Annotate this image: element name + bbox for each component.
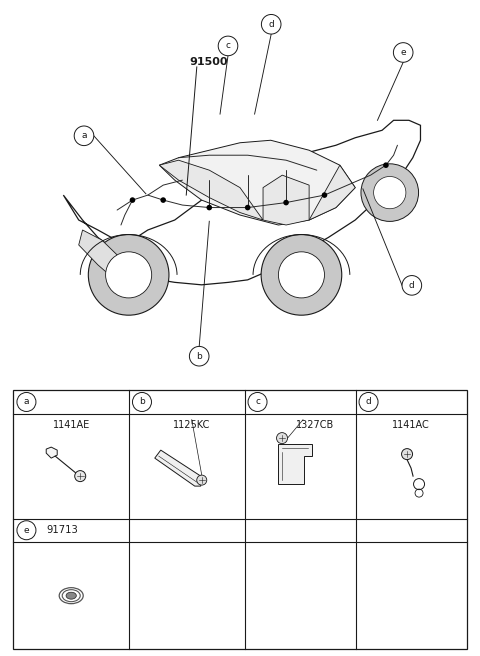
Circle shape bbox=[402, 276, 421, 295]
Polygon shape bbox=[46, 447, 57, 458]
Text: c: c bbox=[226, 41, 230, 51]
Text: d: d bbox=[366, 398, 372, 407]
Text: a: a bbox=[81, 131, 87, 140]
Ellipse shape bbox=[66, 592, 76, 599]
Ellipse shape bbox=[109, 256, 132, 274]
Polygon shape bbox=[278, 444, 312, 484]
Text: e: e bbox=[400, 48, 406, 57]
Circle shape bbox=[106, 252, 152, 298]
Circle shape bbox=[75, 470, 86, 482]
Text: a: a bbox=[24, 398, 29, 407]
Circle shape bbox=[394, 43, 413, 62]
Circle shape bbox=[283, 200, 289, 205]
Circle shape bbox=[262, 14, 281, 34]
Circle shape bbox=[359, 392, 378, 411]
Circle shape bbox=[17, 521, 36, 540]
Circle shape bbox=[322, 192, 327, 198]
Text: 91713: 91713 bbox=[47, 525, 78, 535]
Circle shape bbox=[402, 449, 412, 460]
Polygon shape bbox=[263, 175, 309, 225]
Circle shape bbox=[261, 235, 342, 315]
Polygon shape bbox=[79, 230, 125, 275]
Circle shape bbox=[383, 163, 389, 168]
Circle shape bbox=[132, 392, 152, 411]
Text: 1141AE: 1141AE bbox=[53, 420, 90, 430]
Circle shape bbox=[206, 205, 212, 211]
Text: d: d bbox=[409, 281, 415, 290]
Circle shape bbox=[218, 36, 238, 56]
Bar bbox=[13, 390, 467, 649]
Circle shape bbox=[278, 252, 324, 298]
Circle shape bbox=[88, 235, 169, 315]
Text: b: b bbox=[139, 398, 145, 407]
Circle shape bbox=[17, 392, 36, 411]
Text: 1327CB: 1327CB bbox=[296, 420, 334, 430]
Circle shape bbox=[276, 432, 288, 443]
Circle shape bbox=[160, 197, 166, 203]
Circle shape bbox=[361, 164, 419, 222]
Text: d: d bbox=[268, 20, 274, 29]
Text: b: b bbox=[196, 352, 202, 361]
Polygon shape bbox=[159, 140, 355, 225]
Polygon shape bbox=[309, 165, 355, 220]
Circle shape bbox=[130, 197, 135, 203]
Circle shape bbox=[248, 392, 267, 411]
Polygon shape bbox=[155, 450, 201, 486]
Text: e: e bbox=[24, 525, 29, 535]
Polygon shape bbox=[159, 160, 263, 220]
Circle shape bbox=[74, 126, 94, 146]
Circle shape bbox=[197, 475, 207, 485]
Circle shape bbox=[373, 176, 406, 209]
Text: 1141AC: 1141AC bbox=[392, 420, 430, 430]
Text: 1125KC: 1125KC bbox=[173, 420, 210, 430]
Circle shape bbox=[190, 346, 209, 366]
Polygon shape bbox=[63, 120, 420, 285]
Text: 91500: 91500 bbox=[190, 57, 228, 68]
Text: c: c bbox=[255, 398, 260, 407]
Circle shape bbox=[245, 205, 251, 211]
